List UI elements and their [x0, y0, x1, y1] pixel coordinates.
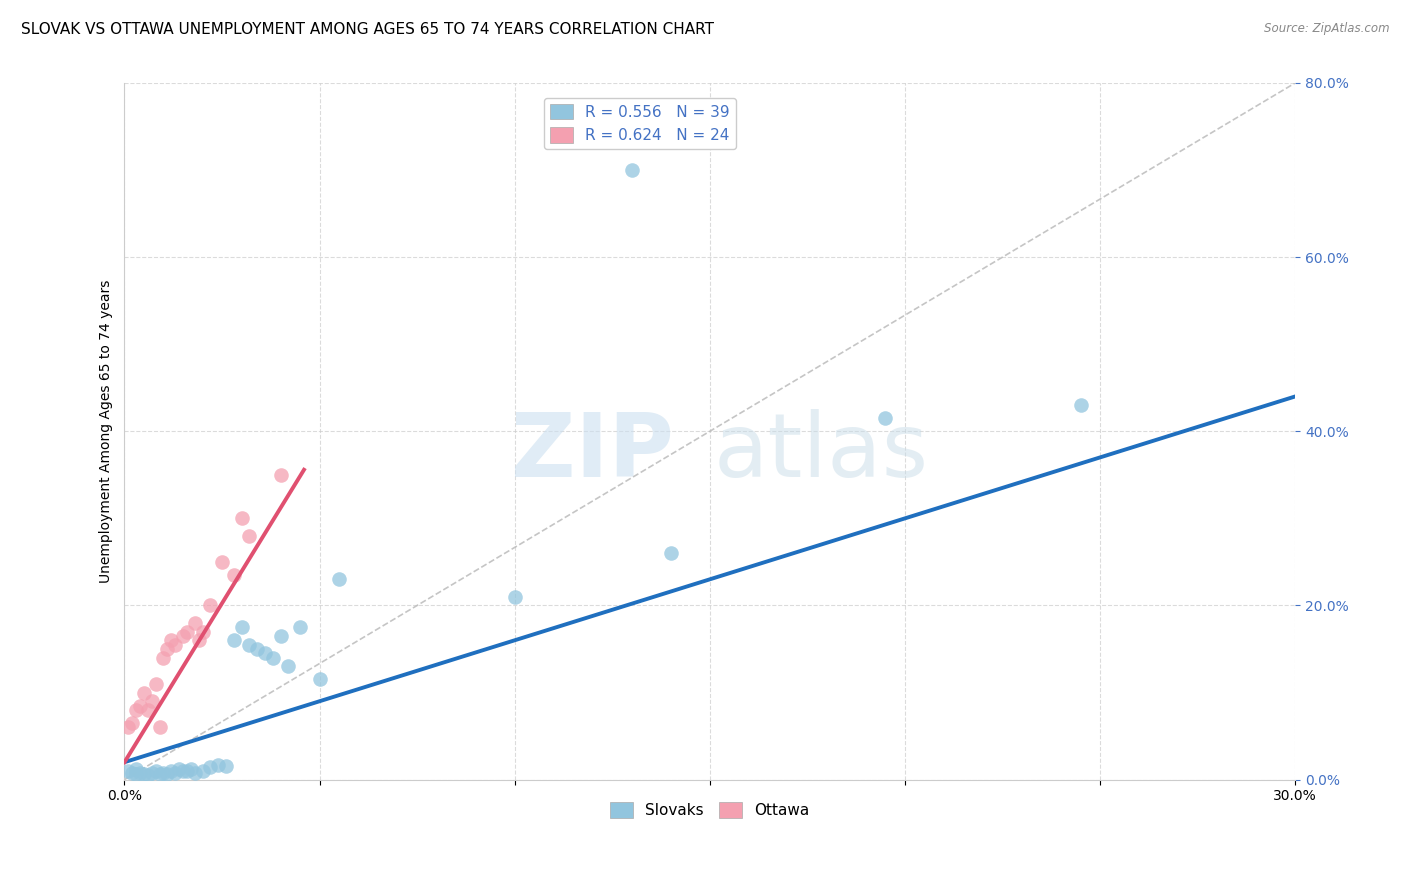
Point [121, 716, 143, 731]
Point [121, 765, 143, 780]
Point [129, 698, 152, 713]
Point [253, 646, 276, 660]
Point [222, 633, 245, 648]
Point [262, 650, 284, 665]
Point [246, 642, 269, 657]
Point [156, 767, 179, 781]
Point [141, 694, 163, 708]
Point [191, 624, 214, 639]
Point [187, 633, 209, 648]
Point [270, 629, 292, 643]
Point [238, 529, 260, 543]
Point [200, 599, 222, 613]
Point [191, 764, 214, 778]
Legend: Slovaks, Ottawa: Slovaks, Ottawa [605, 796, 815, 824]
Point [875, 411, 897, 425]
Point [222, 568, 245, 582]
Point [215, 758, 238, 772]
Point [156, 642, 179, 657]
Point [117, 720, 139, 734]
Point [308, 673, 330, 687]
Point [136, 768, 159, 782]
Point [152, 650, 174, 665]
Point [200, 759, 222, 773]
Text: ZIP: ZIP [512, 409, 673, 496]
Point [1070, 398, 1092, 412]
Point [231, 620, 253, 634]
Point [149, 720, 172, 734]
Point [125, 767, 148, 781]
Text: SLOVAK VS OTTAWA UNEMPLOYMENT AMONG AGES 65 TO 74 YEARS CORRELATION CHART: SLOVAK VS OTTAWA UNEMPLOYMENT AMONG AGES… [21, 22, 714, 37]
Point [270, 467, 292, 482]
Point [231, 511, 253, 525]
Point [211, 555, 233, 569]
Point [172, 764, 194, 778]
Point [165, 765, 187, 780]
Point [172, 629, 194, 643]
Point [207, 757, 229, 772]
Point [125, 762, 148, 776]
Point [167, 762, 190, 776]
Text: Source: ZipAtlas.com: Source: ZipAtlas.com [1264, 22, 1389, 36]
Point [180, 762, 202, 776]
Point [136, 703, 159, 717]
Point [132, 685, 155, 699]
Point [503, 590, 526, 604]
Point [160, 764, 183, 778]
Point [238, 638, 260, 652]
Point [145, 764, 167, 778]
Text: atlas: atlas [713, 409, 928, 496]
Point [165, 638, 187, 652]
Point [145, 677, 167, 691]
Point [117, 764, 139, 778]
Point [620, 163, 643, 178]
Point [176, 624, 198, 639]
Point [149, 766, 172, 780]
Point [183, 615, 205, 630]
Point [152, 765, 174, 780]
Point [659, 546, 682, 560]
Point [277, 659, 299, 673]
Point [183, 765, 205, 780]
Point [176, 764, 198, 778]
Point [141, 765, 163, 780]
Point [129, 765, 152, 780]
Point [125, 703, 148, 717]
Point [288, 620, 311, 634]
Point [132, 767, 155, 781]
Point [160, 633, 183, 648]
Point [328, 572, 350, 586]
Y-axis label: Unemployment Among Ages 65 to 74 years: Unemployment Among Ages 65 to 74 years [100, 279, 114, 583]
